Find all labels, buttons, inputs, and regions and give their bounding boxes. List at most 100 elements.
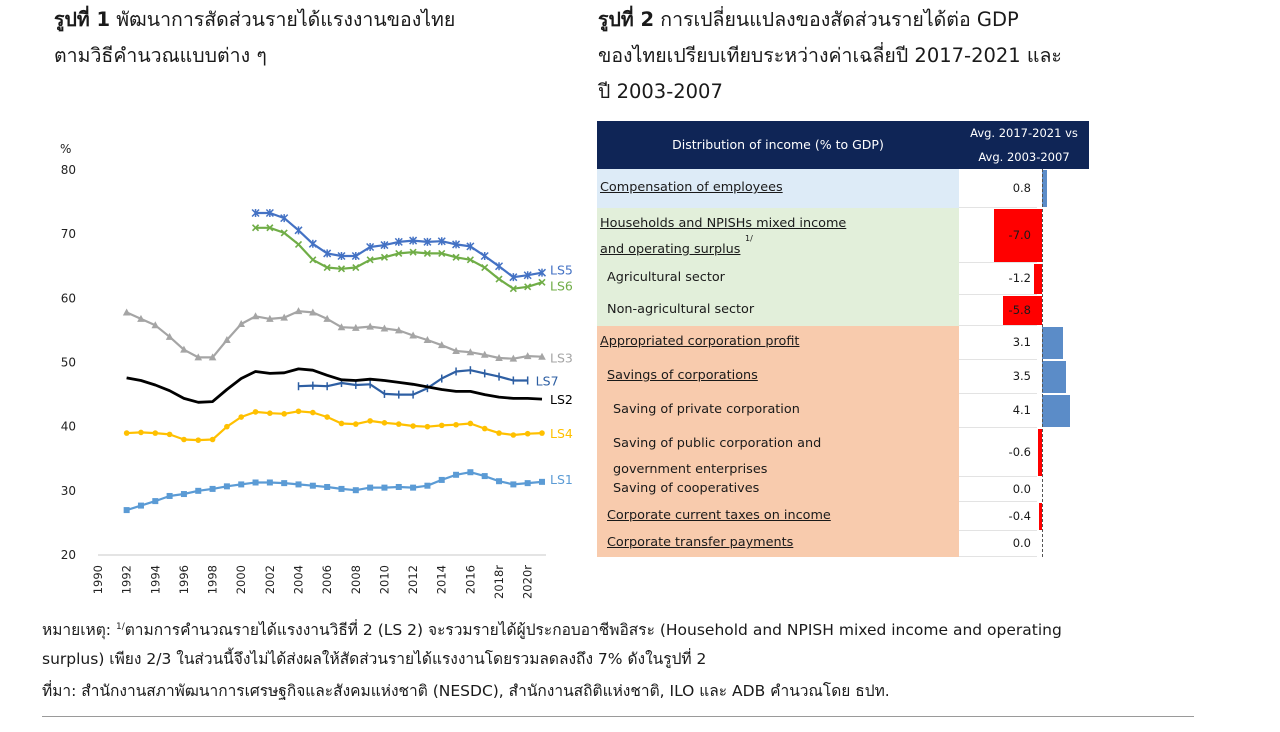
row-value-cell: -5.8 bbox=[959, 295, 1037, 326]
data-point bbox=[380, 324, 389, 332]
x-tick-label: 1994 bbox=[148, 565, 162, 594]
row-label: Corporate current taxes on income bbox=[597, 502, 959, 531]
row-label-line1: Saving of public corporation and bbox=[613, 436, 822, 451]
row-value-cell: 4.1 bbox=[959, 394, 1037, 428]
data-point bbox=[395, 483, 402, 490]
data-point bbox=[310, 409, 316, 416]
data-point bbox=[538, 278, 546, 286]
note-line1: ตามการคำนวณรายได้แรงงานวิธีที่ 2 (LS 2) … bbox=[124, 621, 1062, 640]
value-bar bbox=[1042, 170, 1048, 207]
row-value: 0.8 bbox=[1012, 181, 1031, 195]
series-ls7 bbox=[297, 366, 529, 399]
data-point bbox=[237, 320, 246, 327]
table-row: Corporate transfer payments 0.0 bbox=[597, 531, 1090, 557]
value-bar bbox=[1042, 395, 1070, 427]
data-point bbox=[480, 251, 489, 261]
data-point bbox=[166, 492, 173, 499]
x-tick-label: 2016 bbox=[463, 565, 477, 594]
data-point bbox=[538, 352, 546, 360]
series-ls4 bbox=[123, 408, 545, 443]
data-point bbox=[438, 249, 446, 257]
data-point bbox=[281, 480, 288, 487]
x-tick-label: 2018r bbox=[492, 565, 506, 599]
data-point bbox=[452, 240, 461, 249]
data-point bbox=[137, 314, 145, 322]
data-point bbox=[338, 420, 345, 427]
data-point bbox=[438, 476, 445, 483]
row-label-line1: Saving of private corporation bbox=[613, 402, 800, 417]
data-point bbox=[524, 283, 532, 291]
series-label-ls2: LS2 bbox=[550, 392, 573, 407]
data-point bbox=[367, 418, 373, 424]
data-point bbox=[180, 491, 187, 498]
data-point bbox=[252, 479, 259, 486]
data-point bbox=[223, 483, 230, 490]
data-point bbox=[280, 214, 289, 223]
data-point bbox=[280, 229, 288, 237]
zero-axis-line bbox=[1042, 169, 1043, 557]
data-point bbox=[495, 275, 503, 283]
x-tick-label: 2006 bbox=[320, 565, 334, 594]
data-point bbox=[238, 481, 245, 488]
data-point bbox=[137, 502, 144, 509]
data-point bbox=[481, 473, 488, 480]
row-label: Appropriated corporation profit bbox=[597, 326, 959, 360]
figure-2-title-line3: ปี 2003-2007 bbox=[598, 80, 723, 103]
source-text: ที่มา: สำนักงานสภาพัฒนาการเศรษฐกิจและสัง… bbox=[42, 682, 890, 700]
x-tick-label: 2002 bbox=[263, 565, 277, 594]
table-row: Appropriated corporation profit 3.1 bbox=[597, 326, 1090, 360]
row-label: Compensation of employees bbox=[597, 169, 959, 208]
row-label: Saving of public corporation and governme… bbox=[597, 428, 959, 477]
data-point bbox=[295, 408, 302, 415]
data-point bbox=[495, 354, 503, 362]
data-point bbox=[452, 346, 460, 354]
note-line2: surplus) เพียง 2/3 ในส่วนนี้จึงไม่ได้ส่ง… bbox=[42, 650, 707, 669]
x-tick-label: 2000 bbox=[234, 565, 248, 594]
table-header-label: Distribution of income (% to GDP) bbox=[672, 137, 884, 152]
note-block: หมายเหตุ: 1/ตามการคำนวณรายได้แรงงานวิธีท… bbox=[42, 613, 1202, 674]
row-value-cell: 0.0 bbox=[959, 477, 1037, 502]
data-point bbox=[138, 429, 144, 436]
data-point bbox=[267, 410, 273, 416]
data-point bbox=[224, 423, 230, 430]
bottom-divider bbox=[42, 716, 1194, 717]
data-point bbox=[309, 308, 317, 316]
data-point bbox=[251, 208, 260, 218]
data-point bbox=[523, 352, 532, 360]
figure-2-number: รูปที่ 2 bbox=[598, 8, 655, 31]
table-row: Households and NPISHs mixed income and op… bbox=[597, 208, 1090, 263]
row-value-cell: 3.5 bbox=[959, 360, 1037, 394]
value-bar bbox=[1039, 503, 1042, 530]
row-value-cell: -0.6 bbox=[959, 428, 1037, 477]
data-point bbox=[438, 422, 445, 429]
data-point bbox=[395, 421, 402, 427]
series-label-ls6: LS6 bbox=[550, 278, 573, 293]
value-bar bbox=[1042, 361, 1066, 393]
data-point bbox=[323, 249, 332, 258]
data-point bbox=[496, 430, 502, 436]
data-point bbox=[251, 224, 260, 232]
figure-1-title: รูปที่ 1 พัฒนาการสัดส่วนรายได้แรงงานของไ… bbox=[54, 2, 554, 74]
series-label-ls5: LS5 bbox=[550, 263, 573, 278]
series-ls3 bbox=[122, 307, 546, 362]
data-point bbox=[539, 430, 545, 436]
row-value: -0.6 bbox=[1008, 445, 1031, 459]
row-value: 0.0 bbox=[1012, 536, 1031, 550]
series-label-ls1: LS1 bbox=[550, 472, 573, 487]
row-label-line1: Agricultural sector bbox=[607, 270, 725, 285]
data-point bbox=[481, 263, 489, 272]
data-point bbox=[510, 432, 517, 438]
row-label: Agricultural sector bbox=[597, 263, 959, 295]
data-point bbox=[409, 248, 417, 256]
series-label-ls4: LS4 bbox=[550, 426, 573, 441]
data-point bbox=[424, 423, 431, 430]
value-bar bbox=[1037, 429, 1042, 476]
data-point bbox=[380, 253, 389, 261]
data-point bbox=[537, 268, 547, 277]
data-point bbox=[466, 242, 475, 251]
data-point bbox=[466, 256, 474, 264]
value-bar bbox=[994, 209, 1042, 262]
series-line-ls2 bbox=[126, 367, 543, 404]
row-value: 0.0 bbox=[1012, 482, 1031, 496]
table-row: Compensation of employees 0.8 bbox=[597, 169, 1090, 208]
